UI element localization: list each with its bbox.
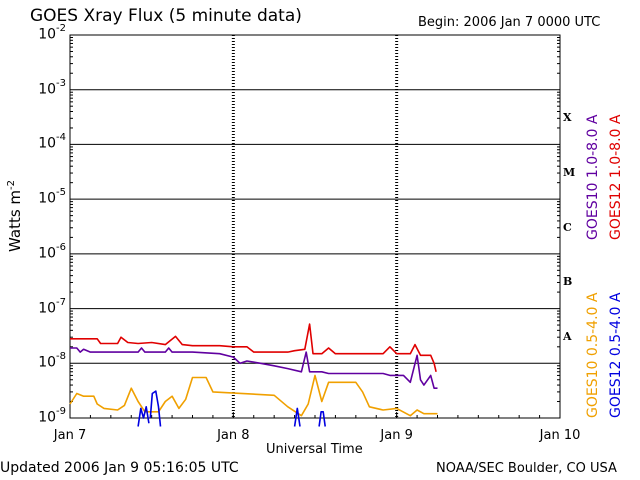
- flare-class-x: X: [563, 111, 572, 125]
- chart-title: GOES Xray Flux (5 minute data): [30, 6, 302, 26]
- legend-entry: GOES10 1.0-8.0 A: [585, 114, 601, 240]
- legend-entry: GOES12 1.0-8.0 A: [608, 114, 624, 240]
- flare-class-b: B: [563, 275, 573, 289]
- legend-entry: GOES12 0.5-4.0 A: [608, 292, 624, 418]
- y-tick-label: 10-4: [38, 132, 66, 153]
- series-line-goes12-0-5-4-0-a: [318, 411, 326, 427]
- flare-class-m: M: [563, 166, 576, 180]
- y-tick-label: 10-5: [38, 187, 66, 207]
- legend-entry: GOES10 0.5-4.0 A: [585, 292, 601, 418]
- y-tick-label: 10-8: [38, 351, 66, 371]
- series-line-goes12-1-0-8-0-a: [70, 323, 437, 372]
- x-tick-label: Jan 7: [53, 428, 87, 443]
- series-line-goes12-0-5-4-0-a: [293, 407, 301, 427]
- credit-text: NOAA/SEC Boulder, CO USA: [436, 461, 617, 476]
- series-line-goes10-1-0-8-0-a: [70, 347, 438, 389]
- plot-frame: [69, 34, 561, 419]
- y-tick-label: 10-2: [38, 23, 66, 43]
- series-line-goes10-0-5-4-0-a: [69, 374, 438, 417]
- x-axis-title: Universal Time: [266, 442, 363, 457]
- flare-class-c: C: [563, 220, 572, 234]
- updated-time: Updated 2006 Jan 9 05:16:05 UTC: [0, 460, 239, 476]
- y-tick-label: 10-3: [38, 77, 66, 98]
- series-line-goes12-0-5-4-0-a: [137, 406, 150, 427]
- y-tick-label: 10-7: [38, 296, 66, 317]
- begin-time: Begin: 2006 Jan 7 0000 UTC: [418, 15, 601, 30]
- y-tick-label: 10-9: [38, 406, 66, 426]
- series-line-goes12-0-5-4-0-a: [149, 390, 162, 427]
- flare-class-a: A: [563, 330, 572, 344]
- x-tick-label: Jan 10: [539, 428, 581, 443]
- x-tick-label: Jan 9: [380, 428, 413, 443]
- x-tick-label: Jan 8: [217, 428, 250, 443]
- y-tick-label: 10-6: [38, 241, 66, 262]
